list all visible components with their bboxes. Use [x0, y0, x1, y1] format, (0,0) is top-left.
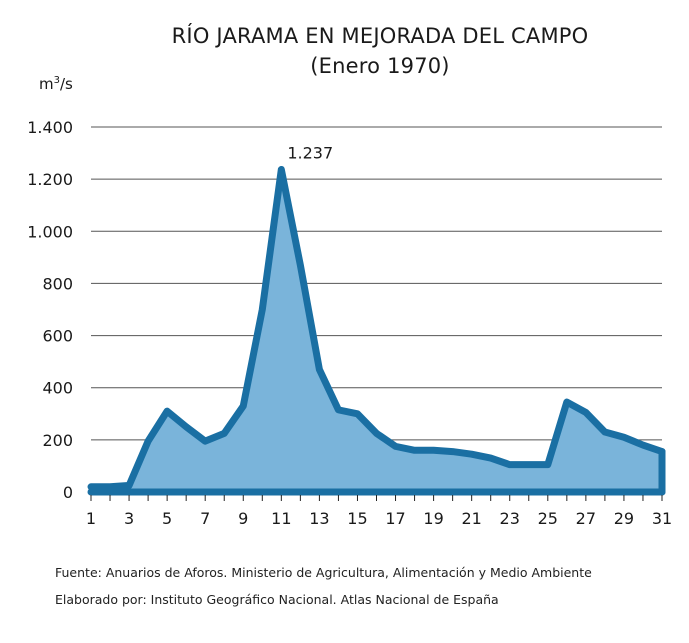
x-tick-label: 1	[86, 509, 96, 528]
x-tick-label: 21	[461, 509, 481, 528]
x-tick-label: 7	[200, 509, 210, 528]
y-unit-tail: /s	[60, 75, 73, 93]
chart-subtitle: (Enero 1970)	[310, 54, 450, 78]
x-tick-label: 23	[500, 509, 520, 528]
y-tick-label: 1.400	[27, 118, 73, 137]
y-unit-base: m	[39, 75, 54, 93]
y-tick-label: 1.000	[27, 222, 73, 241]
x-tick-label: 19	[423, 509, 443, 528]
y-unit-exponent: 3	[53, 75, 60, 86]
x-tick-label: 9	[238, 509, 248, 528]
area-fill	[91, 169, 662, 492]
x-tick-label: 11	[271, 509, 291, 528]
y-tick-label: 0	[63, 483, 73, 502]
x-tick-label: 13	[309, 509, 329, 528]
x-tick-label: 27	[576, 509, 596, 528]
x-tick-label: 15	[347, 509, 367, 528]
chart-title: RÍO JARAMA EN MEJORADA DEL CAMPO	[171, 24, 589, 48]
peak-data-label: 1.237	[287, 143, 333, 162]
area-series	[87, 166, 666, 496]
series-line	[87, 166, 666, 491]
y-tick-label: 200	[42, 431, 73, 450]
y-tick-label: 600	[42, 327, 73, 346]
credit-note: Elaborado por: Instituto Geográfico Naci…	[55, 592, 499, 607]
x-tick-label: 31	[652, 509, 672, 528]
x-tick-label: 29	[614, 509, 634, 528]
y-tick-label: 400	[42, 379, 73, 398]
x-tick-label: 17	[385, 509, 405, 528]
x-tick-label: 3	[124, 509, 134, 528]
gridlines	[91, 126, 662, 441]
y-tick-label: 800	[42, 274, 73, 293]
x-tick-label: 5	[162, 509, 172, 528]
source-note: Fuente: Anuarios de Aforos. Ministerio d…	[55, 565, 592, 580]
y-tick-label: 1.200	[27, 170, 73, 189]
y-axis-unit-label: m3/s	[39, 75, 73, 93]
x-tick-label: 25	[538, 509, 558, 528]
axes	[90, 495, 663, 501]
